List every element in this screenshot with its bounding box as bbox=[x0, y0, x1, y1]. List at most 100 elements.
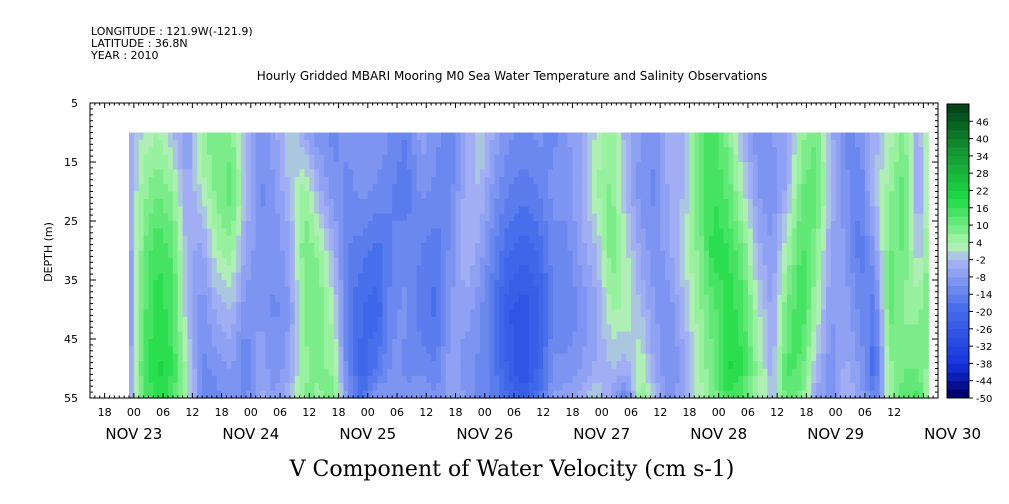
heatmap-cell bbox=[284, 265, 291, 274]
heatmap-cell bbox=[489, 169, 496, 178]
heatmap-cell bbox=[791, 176, 798, 185]
heatmap-cell bbox=[138, 294, 145, 303]
heatmap-cell bbox=[747, 294, 754, 303]
heatmap-cell bbox=[333, 339, 340, 347]
heatmap-cell bbox=[289, 383, 296, 392]
heatmap-cell bbox=[791, 346, 798, 355]
heatmap-cell bbox=[431, 191, 437, 200]
heatmap-cell bbox=[694, 191, 700, 200]
heatmap-cell bbox=[660, 324, 666, 333]
heatmap-cell bbox=[548, 206, 554, 215]
heatmap-cell bbox=[650, 184, 656, 193]
heatmap-cell bbox=[567, 235, 574, 244]
heatmap-cell bbox=[587, 287, 593, 296]
heatmap-cell bbox=[411, 147, 418, 156]
heatmap-cell bbox=[704, 375, 710, 384]
heatmap-cell bbox=[241, 139, 247, 148]
heatmap-cell bbox=[138, 191, 145, 200]
heatmap-cell bbox=[704, 206, 710, 215]
heatmap-cell bbox=[708, 272, 715, 281]
heatmap-cell bbox=[470, 383, 476, 392]
heatmap-cell bbox=[275, 353, 281, 362]
heatmap-cell bbox=[552, 147, 559, 156]
heatmap-cell bbox=[518, 383, 525, 392]
heatmap-cell bbox=[713, 265, 720, 274]
heatmap-cell bbox=[767, 154, 773, 163]
heatmap-cell bbox=[377, 132, 384, 141]
heatmap-cell bbox=[782, 250, 788, 259]
heatmap-cell bbox=[626, 132, 632, 141]
heatmap-cell bbox=[650, 302, 656, 311]
heatmap-cell bbox=[679, 243, 686, 252]
heatmap-cell bbox=[552, 280, 559, 288]
heatmap-cell bbox=[567, 316, 574, 325]
heatmap-cell bbox=[523, 221, 530, 229]
heatmap-cell bbox=[630, 206, 637, 215]
heatmap-cell bbox=[158, 361, 164, 370]
heatmap-cell bbox=[601, 198, 608, 207]
heatmap-cell bbox=[582, 361, 588, 370]
heatmap-cell bbox=[270, 213, 276, 222]
heatmap-cell bbox=[601, 206, 608, 215]
heatmap-cell bbox=[172, 383, 179, 392]
heatmap-cell bbox=[484, 353, 491, 362]
heatmap-cell bbox=[796, 316, 803, 325]
heatmap-cell bbox=[606, 243, 613, 252]
heatmap-cell bbox=[304, 339, 310, 347]
heatmap-cell bbox=[509, 390, 515, 399]
heatmap-cell bbox=[708, 213, 715, 222]
heatmap-cell bbox=[436, 176, 442, 185]
heatmap-cell bbox=[533, 198, 539, 207]
heatmap-cell bbox=[782, 280, 788, 288]
heatmap-cell bbox=[655, 198, 661, 207]
heatmap-cell bbox=[319, 361, 325, 370]
heatmap-cell bbox=[557, 169, 564, 178]
heatmap-cell bbox=[245, 235, 252, 244]
heatmap-cell bbox=[509, 213, 515, 222]
heatmap-cell bbox=[786, 191, 793, 200]
heatmap-cell bbox=[572, 147, 578, 156]
heatmap-cell bbox=[640, 243, 647, 252]
heatmap-cell bbox=[523, 176, 530, 185]
heatmap-cell bbox=[489, 154, 496, 163]
heatmap-cell bbox=[241, 191, 247, 200]
heatmap-cell bbox=[587, 339, 593, 347]
heatmap-cell bbox=[796, 294, 803, 303]
heatmap-cell bbox=[343, 221, 349, 229]
heatmap-cell bbox=[221, 191, 228, 200]
heatmap-cell bbox=[319, 346, 325, 355]
heatmap-cell bbox=[401, 198, 408, 207]
heatmap-cell bbox=[128, 228, 135, 237]
heatmap-cell bbox=[333, 198, 340, 207]
heatmap-cell bbox=[362, 375, 369, 384]
heatmap-cell bbox=[591, 228, 598, 237]
heatmap-cell bbox=[767, 162, 773, 170]
heatmap-cell bbox=[241, 390, 247, 399]
heatmap-cell bbox=[523, 139, 530, 148]
heatmap-cell bbox=[684, 390, 691, 399]
heatmap-cell bbox=[587, 324, 593, 333]
heatmap-cell bbox=[289, 139, 296, 148]
heatmap-cell bbox=[172, 154, 179, 163]
heatmap-cell bbox=[635, 339, 642, 347]
heatmap-cell bbox=[211, 375, 218, 384]
heatmap-cell bbox=[504, 198, 510, 207]
heatmap-cell bbox=[733, 250, 739, 259]
heatmap-cell bbox=[192, 169, 198, 178]
heatmap-cell bbox=[660, 346, 666, 355]
heatmap-cell bbox=[333, 139, 340, 148]
heatmap-cell bbox=[733, 265, 739, 274]
heatmap-cell bbox=[426, 280, 432, 288]
heatmap-cell bbox=[752, 235, 759, 244]
heatmap-cell bbox=[231, 324, 237, 333]
heatmap-cell bbox=[509, 206, 515, 215]
heatmap-cell bbox=[616, 324, 622, 333]
heatmap-cell bbox=[128, 213, 135, 222]
heatmap-cell bbox=[475, 280, 481, 288]
heatmap-cell bbox=[650, 331, 656, 340]
heatmap-cell bbox=[621, 368, 627, 377]
heatmap-cell bbox=[314, 206, 320, 215]
heatmap-cell bbox=[548, 383, 554, 392]
heatmap-cell bbox=[772, 316, 778, 325]
heatmap-cell bbox=[338, 383, 345, 392]
